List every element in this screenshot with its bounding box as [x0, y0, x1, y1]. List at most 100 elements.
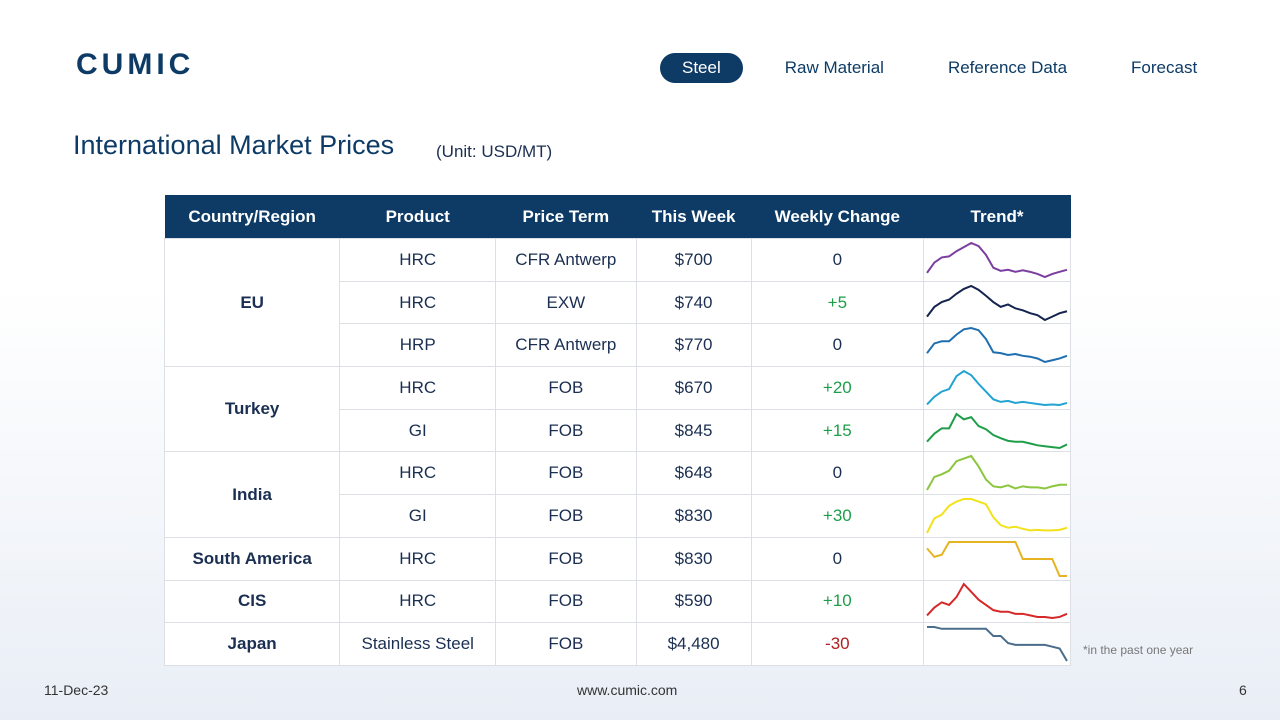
- trend-line: [926, 497, 1068, 534]
- trend: [923, 323, 1071, 368]
- site: www.cumic.com: [577, 682, 678, 698]
- region: South America: [163, 536, 341, 581]
- note: *in the past one year: [1083, 643, 1194, 657]
- trend: [923, 494, 1071, 538]
- sparkline: [926, 540, 1067, 577]
- price-term: FOB: [495, 408, 637, 453]
- row: HRP CFR Antwerp $770 0: [165, 323, 1071, 368]
- change: +20: [750, 366, 925, 410]
- sparkline: [926, 327, 1068, 364]
- trend-line: [926, 327, 1068, 364]
- price: $740: [635, 280, 752, 325]
- sparkline: [926, 455, 1067, 491]
- price: $700: [635, 238, 752, 282]
- region: Japan: [163, 622, 341, 666]
- header-cell: Weekly Change: [751, 195, 924, 239]
- trend: [923, 366, 1071, 410]
- price: $590: [635, 579, 752, 624]
- date: 11-Dec-23: [44, 682, 109, 698]
- change: +10: [750, 579, 925, 624]
- sparkline: [926, 412, 1068, 449]
- row: South America HRC FOB $830 0: [163, 536, 1071, 581]
- row: India HRC FOB $648 0: [163, 451, 1071, 538]
- row: CIS HRC FOB $590 +10: [163, 579, 1071, 624]
- price-term: FOB: [495, 451, 637, 496]
- header-cell: This Week: [636, 195, 752, 239]
- change: 0: [750, 323, 925, 368]
- trend-line: [926, 284, 1068, 321]
- trend-line: [926, 455, 1067, 491]
- trend: [923, 536, 1071, 581]
- price-term: CFR Antwerp: [495, 323, 637, 368]
- product: HRP: [339, 323, 497, 368]
- nav-item[interactable]: Forecast: [1131, 58, 1198, 77]
- change: 0: [750, 451, 925, 496]
- sparkline: [927, 626, 1068, 662]
- product: HRC: [339, 280, 497, 325]
- price-term: FOB: [495, 366, 637, 410]
- trend: [923, 579, 1071, 624]
- price: $648: [635, 451, 752, 496]
- trend-line: [926, 369, 1068, 406]
- region: EU: [163, 237, 341, 368]
- row: GI FOB $845 +15: [165, 408, 1071, 453]
- product: GI: [339, 408, 497, 453]
- nav-item[interactable]: Reference Data: [947, 58, 1068, 77]
- trend: [923, 451, 1071, 496]
- trend: [923, 622, 1071, 666]
- product: HRC: [339, 579, 497, 624]
- product: GI: [339, 494, 497, 538]
- price: $830: [635, 494, 752, 538]
- price-term: FOB: [495, 494, 637, 538]
- change: +15: [750, 408, 925, 453]
- product: Stainless Steel: [339, 622, 497, 666]
- header-cell: Price Term: [495, 195, 637, 239]
- price-table: Country/Region Product Price Term This Week…: [163, 195, 1071, 666]
- trend-line: [926, 241, 1068, 278]
- header-cell: Trend*: [923, 195, 1071, 239]
- change: 0: [750, 536, 925, 581]
- row: GI FOB $830 +30: [165, 494, 1071, 538]
- price-term: FOB: [495, 536, 637, 581]
- trend: [923, 408, 1071, 453]
- price: $4,480: [635, 622, 752, 666]
- product: HRC: [339, 536, 497, 581]
- header-cell: Country/Region: [164, 195, 340, 239]
- product: HRC: [339, 238, 497, 282]
- region: Turkey: [163, 366, 341, 453]
- nav-item[interactable]: Steel: [660, 53, 743, 83]
- sparkline: [926, 369, 1068, 406]
- price: $770: [635, 323, 752, 368]
- price-term: FOB: [495, 622, 637, 666]
- row: Japan Stainless Steel FOB $4,480 -30: [163, 622, 1071, 666]
- row: EU HRC CFR Antwerp $700 0: [163, 237, 1071, 368]
- title: International Market Prices: [73, 130, 395, 160]
- price: $830: [635, 536, 752, 581]
- price: $670: [635, 366, 752, 410]
- region: India: [163, 451, 341, 538]
- trend-line: [927, 626, 1068, 662]
- region: CIS: [163, 579, 341, 624]
- nav: Steel Raw Material Reference Data Forecast: [660, 53, 1239, 83]
- sparkline: [926, 241, 1068, 278]
- sparkline: [926, 582, 1068, 620]
- change: 0: [750, 238, 925, 282]
- row: HRC EXW $740 +5: [165, 280, 1071, 325]
- price-term: FOB: [495, 579, 637, 624]
- trend-line: [926, 540, 1067, 577]
- change: +30: [750, 494, 925, 538]
- nav-item[interactable]: Raw Material: [784, 58, 884, 77]
- row: Turkey HRC FOB $670 +20: [163, 366, 1071, 453]
- page-number: 6: [1239, 682, 1247, 698]
- change: +5: [750, 280, 925, 325]
- unit: (Unit: USD/MT): [436, 142, 553, 161]
- trend-line: [926, 412, 1068, 449]
- product: HRC: [339, 366, 497, 410]
- trend: [923, 238, 1071, 282]
- change: -30: [750, 622, 925, 666]
- price-term: EXW: [495, 280, 637, 325]
- sparkline: [926, 284, 1068, 321]
- sparkline: [926, 497, 1068, 534]
- header-cell: Product: [339, 195, 496, 239]
